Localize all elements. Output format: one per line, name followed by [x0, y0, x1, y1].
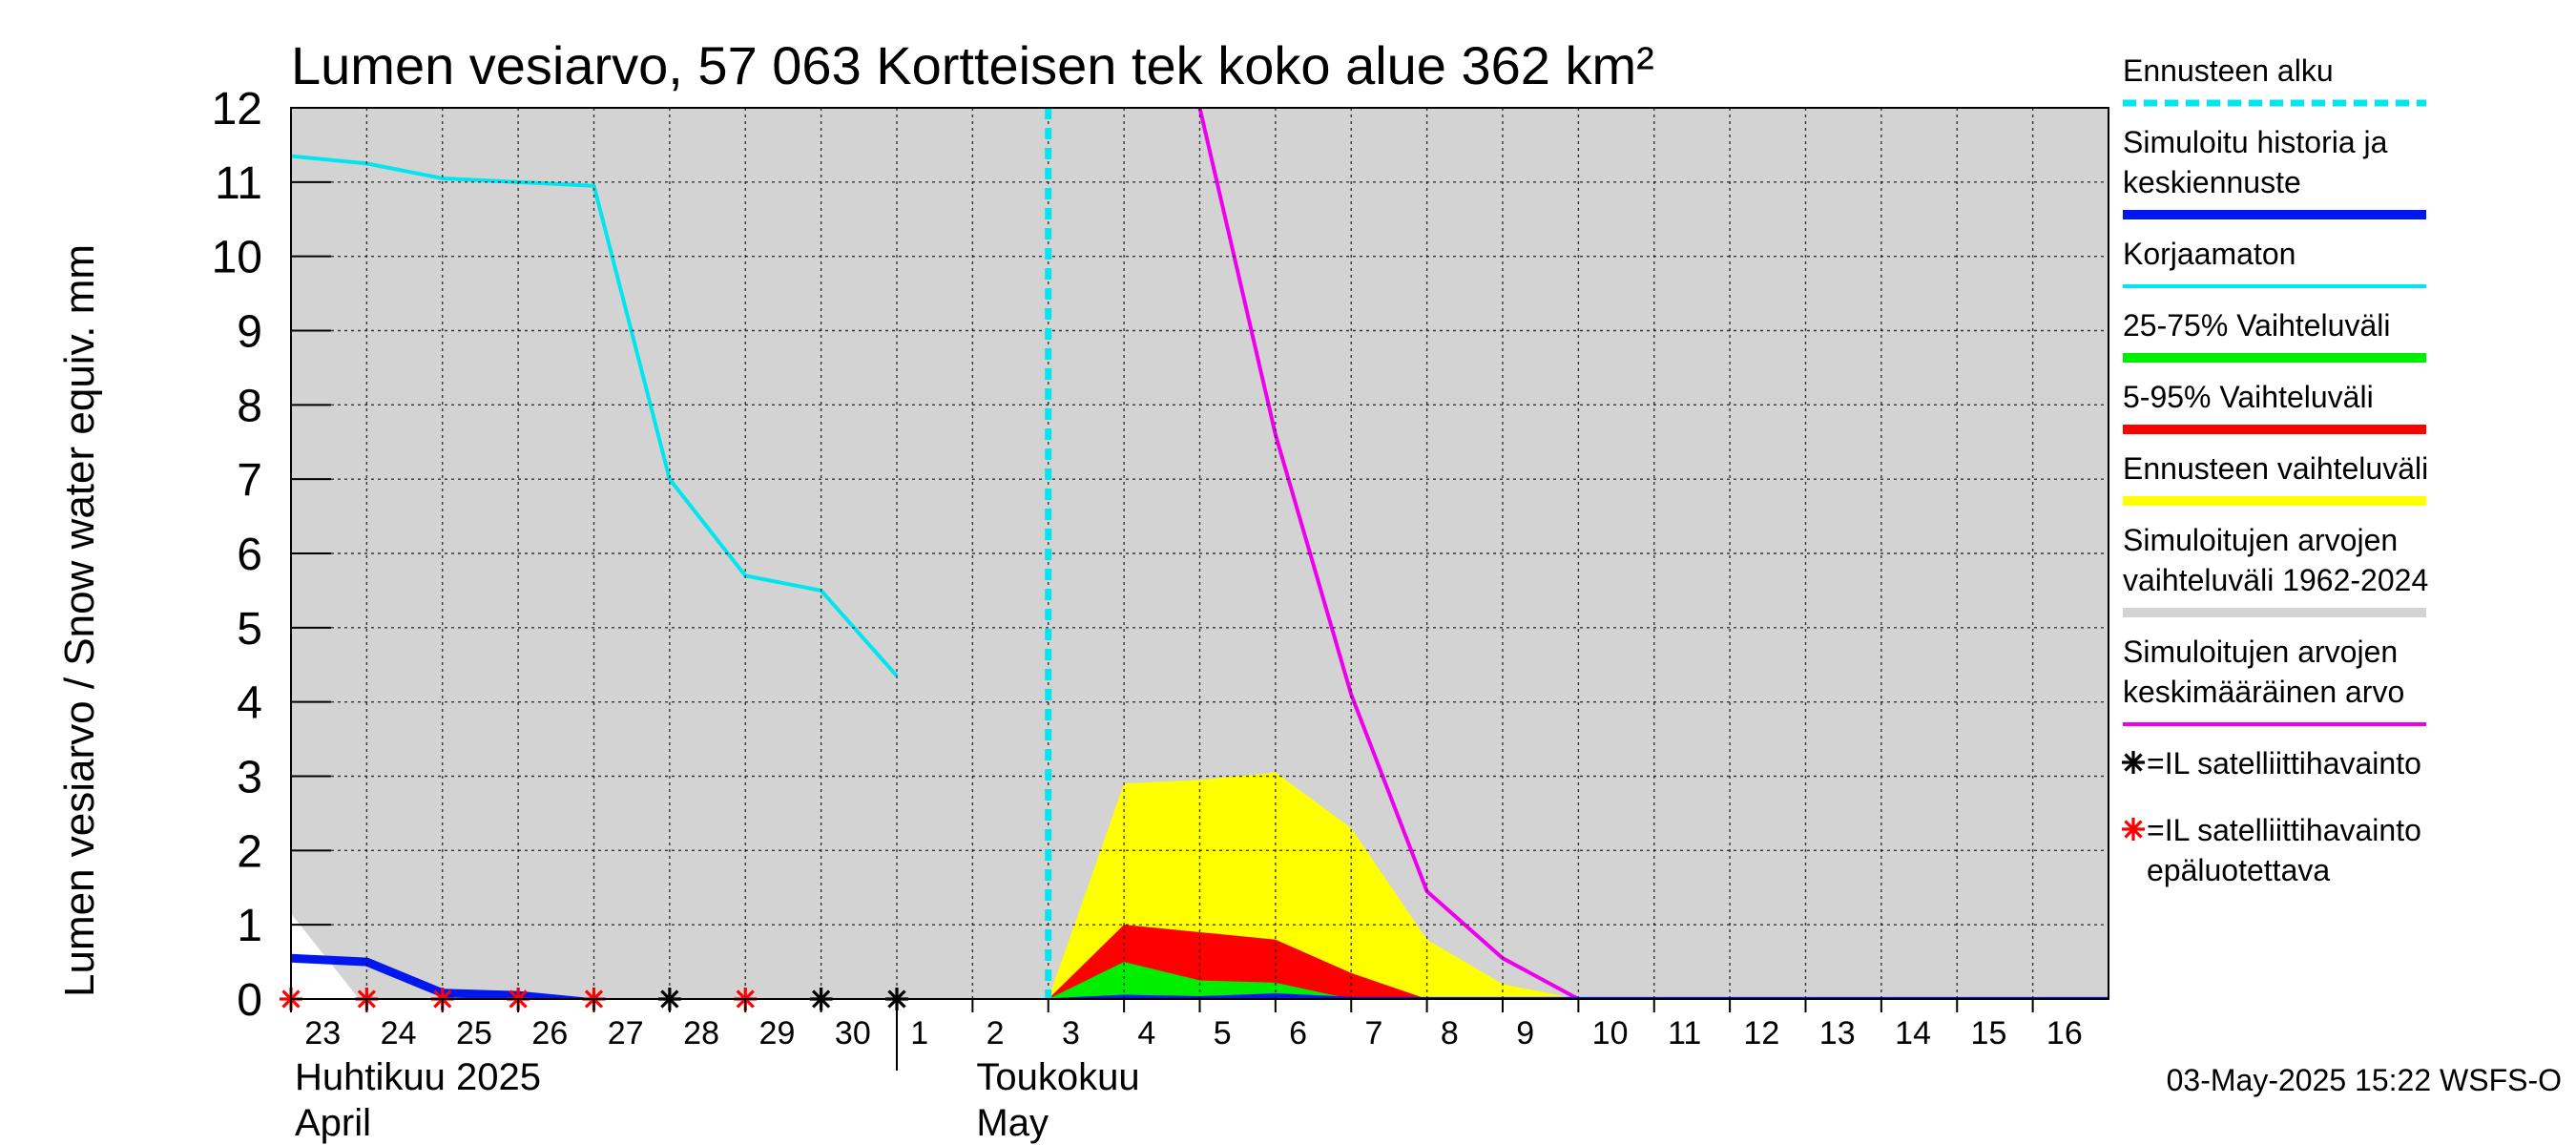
legend-label: Simuloitujen arvojen	[2123, 523, 2398, 557]
x-tick-label: 16	[2046, 1015, 2083, 1051]
timestamp-footer: 03-May-2025 15:22 WSFS-O	[2167, 1063, 2562, 1097]
legend-label: Ennusteen alku	[2123, 53, 2334, 88]
legend-label: Simuloitu historia ja	[2123, 125, 2388, 159]
legend-label: =IL satelliittihavainto	[2147, 746, 2421, 781]
y-tick-label: 4	[237, 678, 262, 729]
y-tick-label: 6	[237, 530, 262, 580]
y-tick-label: 0	[237, 975, 262, 1026]
x-tick-label: 11	[1668, 1015, 1701, 1051]
x-tick-label: 25	[456, 1015, 492, 1051]
x-tick-label: 28	[683, 1015, 719, 1051]
x-tick-label: 12	[1743, 1015, 1779, 1051]
legend-entry: Simuloitujen arvojen keskimääräinen arvo	[2123, 635, 2426, 726]
x-tick-label: 6	[1289, 1015, 1307, 1051]
legend-entry: Ennusteen alku	[2123, 53, 2426, 107]
grid	[290, 107, 2109, 1000]
x-tick-label: 8	[1441, 1015, 1459, 1051]
y-axis-label: Lumen vesiarvo / Snow water equiv. mm	[56, 244, 103, 997]
legend-entry: =IL satelliittihavainto	[2122, 746, 2421, 781]
legend-label: keskimääräinen arvo	[2123, 675, 2404, 709]
legend-marker	[2122, 818, 2145, 841]
x-tick-label: 13	[1819, 1015, 1856, 1051]
legend-label: vaihteluväli 1962-2024	[2123, 563, 2428, 597]
y-tick-label: 5	[237, 604, 262, 655]
y-tick-label: 12	[212, 84, 262, 135]
x-tick-label: 2	[987, 1015, 1005, 1051]
legend-label: Ennusteen vaihteluväli	[2123, 451, 2428, 486]
legend-label: Korjaamaton	[2123, 237, 2296, 271]
line-simuloitu-historia-ja-keskiennuste	[291, 953, 2109, 999]
x-tick-label: 24	[381, 1015, 417, 1051]
y-tick-label: 8	[237, 381, 262, 431]
y-tick-label: 3	[237, 753, 262, 803]
legend: Ennusteen alku Simuloitu historia ja keski…	[2122, 53, 2428, 887]
legend-entry: 25-75% Vaihteluväli	[2123, 308, 2426, 363]
x-tick-label: 1	[910, 1015, 928, 1051]
legend-label: =IL satelliittihavainto	[2147, 813, 2421, 847]
month-label: Huhtikuu 2025	[295, 1056, 541, 1098]
legend-label: Simuloitujen arvojen	[2123, 635, 2398, 669]
y-tick-label: 9	[237, 307, 262, 358]
x-tick-label: 15	[1971, 1015, 2007, 1051]
x-tick-label: 26	[531, 1015, 568, 1051]
x-tick-label: 7	[1365, 1015, 1383, 1051]
x-tick-label: 29	[759, 1015, 796, 1051]
y-tick-label: 2	[237, 826, 262, 877]
y-tick-label: 11	[215, 158, 262, 209]
legend-entry: Korjaamaton	[2123, 237, 2426, 288]
x-tick-label: 5	[1214, 1015, 1232, 1051]
x-tick-label: 9	[1516, 1015, 1534, 1051]
y-tick-label: 1	[237, 901, 262, 951]
legend-entry: =IL satelliittihavainto epäluotettava	[2122, 813, 2421, 887]
legend-label: 5-95% Vaihteluväli	[2123, 380, 2374, 414]
month-label-english: April	[295, 1102, 371, 1144]
legend-entry: 5-95% Vaihteluväli	[2123, 380, 2426, 434]
legend-label: keskiennuste	[2123, 165, 2301, 199]
x-tick-label: 14	[1895, 1015, 1931, 1051]
month-label-english: May	[976, 1102, 1049, 1144]
legend-entry: Simuloitujen arvojen vaihteluväli 1962-20…	[2123, 523, 2428, 617]
x-tick-label: 10	[1592, 1015, 1629, 1051]
x-tick-label: 4	[1137, 1015, 1155, 1051]
chart-title: Lumen vesiarvo, 57 063 Kortteisen tek ko…	[291, 35, 1654, 95]
x-tick-label: 3	[1062, 1015, 1080, 1051]
x-tick-label: 27	[608, 1015, 644, 1051]
month-label: Toukokuu	[976, 1056, 1139, 1098]
line-korjaamaton	[291, 154, 899, 677]
x-tick-label: 23	[304, 1015, 341, 1051]
y-tick-label: 10	[212, 233, 262, 283]
legend-entry: Simuloitu historia ja keskiennuste	[2123, 125, 2426, 219]
legend-label: 25-75% Vaihteluväli	[2123, 308, 2390, 343]
y-tick-label: 7	[237, 455, 262, 506]
x-tick-label: 30	[835, 1015, 871, 1051]
legend-label: epäluotettava	[2147, 853, 2330, 887]
legend-entry: Ennusteen vaihteluväli	[2123, 451, 2428, 506]
legend-marker	[2122, 751, 2145, 774]
